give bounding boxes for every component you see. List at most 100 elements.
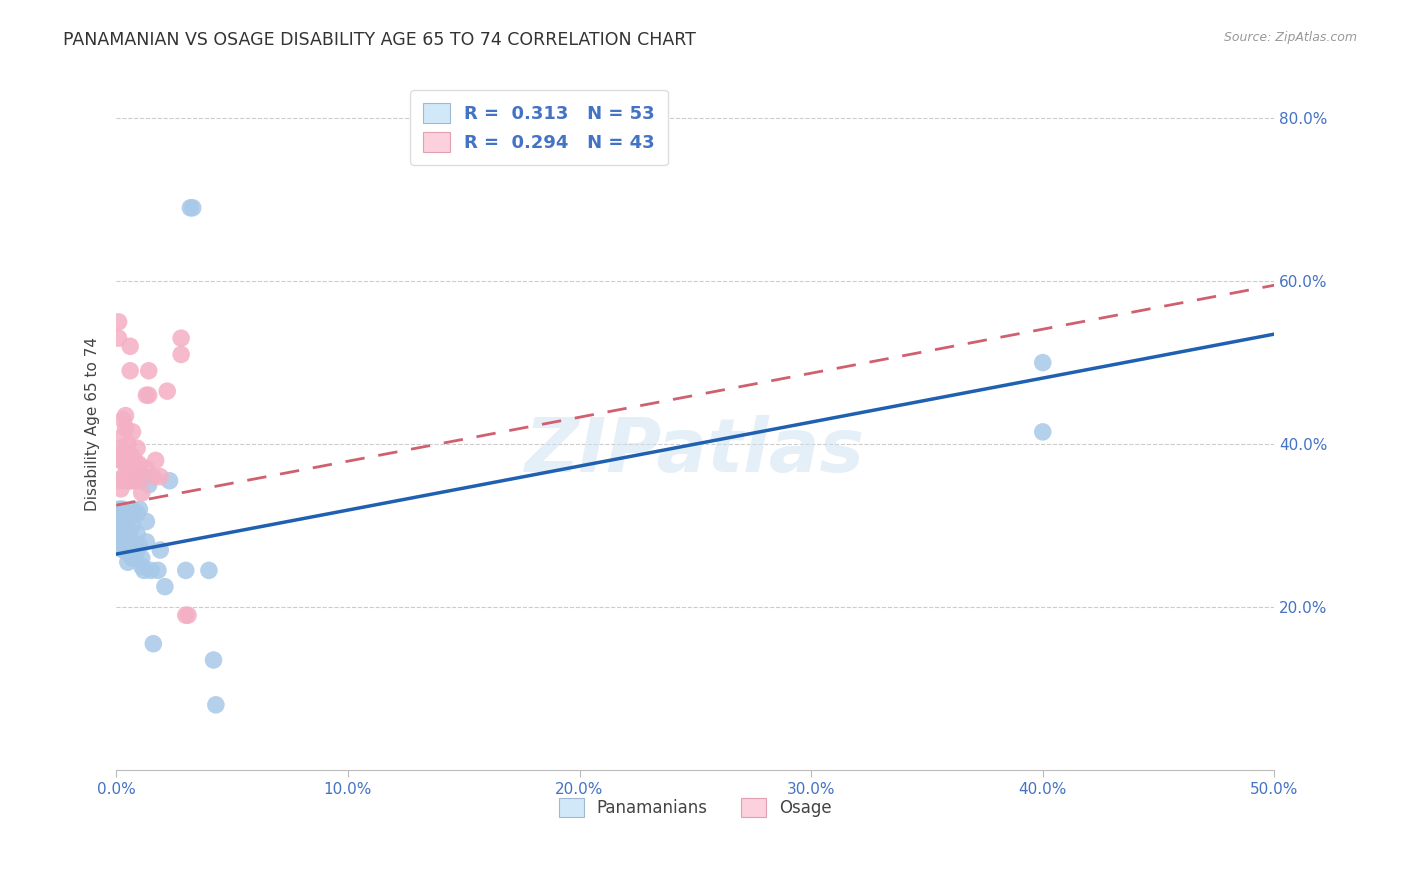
Point <box>127 526 149 541</box>
Point <box>121 425 143 439</box>
Point <box>139 563 162 577</box>
Text: Source: ZipAtlas.com: Source: ZipAtlas.com <box>1223 31 1357 45</box>
Point <box>121 534 143 549</box>
Point <box>120 510 142 524</box>
Point <box>110 502 132 516</box>
Point <box>205 698 228 712</box>
Point <box>110 441 132 455</box>
Point <box>120 474 142 488</box>
Point <box>114 543 136 558</box>
Point <box>135 388 157 402</box>
Point <box>138 388 160 402</box>
Point <box>132 469 155 483</box>
Point <box>114 469 136 483</box>
Point <box>117 458 139 472</box>
Point <box>153 580 176 594</box>
Point <box>120 531 142 545</box>
Point <box>112 502 135 516</box>
Point <box>131 559 153 574</box>
Point <box>198 563 221 577</box>
Point <box>112 412 135 426</box>
Point <box>121 551 143 566</box>
Point <box>135 534 157 549</box>
Point <box>132 563 155 577</box>
Point <box>114 515 136 529</box>
Point <box>170 331 193 345</box>
Point <box>117 555 139 569</box>
Point <box>202 653 225 667</box>
Point <box>128 458 150 472</box>
Point <box>127 441 149 455</box>
Point <box>112 455 135 469</box>
Point <box>112 445 135 459</box>
Point <box>131 551 153 566</box>
Point <box>138 478 160 492</box>
Point <box>110 539 132 553</box>
Point <box>124 453 146 467</box>
Point <box>114 458 136 472</box>
Point <box>145 453 167 467</box>
Point <box>179 201 201 215</box>
Legend: Panamanians, Osage: Panamanians, Osage <box>551 791 839 824</box>
Point <box>107 315 129 329</box>
Point <box>117 543 139 558</box>
Text: ZIPatlas: ZIPatlas <box>526 415 865 488</box>
Point <box>124 474 146 488</box>
Point <box>114 421 136 435</box>
Point <box>149 543 172 558</box>
Point <box>127 543 149 558</box>
Point <box>121 518 143 533</box>
Point <box>127 461 149 475</box>
Point <box>127 506 149 520</box>
Point <box>107 502 129 516</box>
Point <box>114 531 136 545</box>
Point <box>110 453 132 467</box>
Point <box>121 502 143 516</box>
Point <box>107 331 129 345</box>
Point <box>177 608 200 623</box>
Point <box>181 201 204 215</box>
Point <box>174 563 197 577</box>
Point <box>114 409 136 423</box>
Point <box>107 523 129 537</box>
Point <box>142 637 165 651</box>
Point <box>128 474 150 488</box>
Point <box>138 364 160 378</box>
Point <box>1032 425 1054 439</box>
Point <box>120 339 142 353</box>
Point <box>1032 356 1054 370</box>
Point <box>107 531 129 545</box>
Point <box>124 469 146 483</box>
Point <box>117 474 139 488</box>
Point <box>174 608 197 623</box>
Point <box>120 547 142 561</box>
Point <box>112 543 135 558</box>
Point <box>156 384 179 398</box>
Point <box>128 502 150 516</box>
Point <box>112 469 135 483</box>
Point <box>124 551 146 566</box>
Point <box>112 531 135 545</box>
Point <box>135 461 157 475</box>
Point <box>149 469 172 483</box>
Point <box>110 482 132 496</box>
Point <box>110 474 132 488</box>
Point <box>128 539 150 553</box>
Point <box>131 486 153 500</box>
Point <box>159 474 181 488</box>
Point <box>117 437 139 451</box>
Point <box>135 515 157 529</box>
Point <box>117 510 139 524</box>
Text: PANAMANIAN VS OSAGE DISABILITY AGE 65 TO 74 CORRELATION CHART: PANAMANIAN VS OSAGE DISABILITY AGE 65 TO… <box>63 31 696 49</box>
Point <box>142 469 165 483</box>
Point <box>146 563 169 577</box>
Point <box>121 474 143 488</box>
Point <box>117 526 139 541</box>
Point <box>112 429 135 443</box>
Point <box>110 518 132 533</box>
Point <box>170 347 193 361</box>
Y-axis label: Disability Age 65 to 74: Disability Age 65 to 74 <box>86 336 100 511</box>
Point <box>107 515 129 529</box>
Point <box>120 364 142 378</box>
Point <box>121 450 143 464</box>
